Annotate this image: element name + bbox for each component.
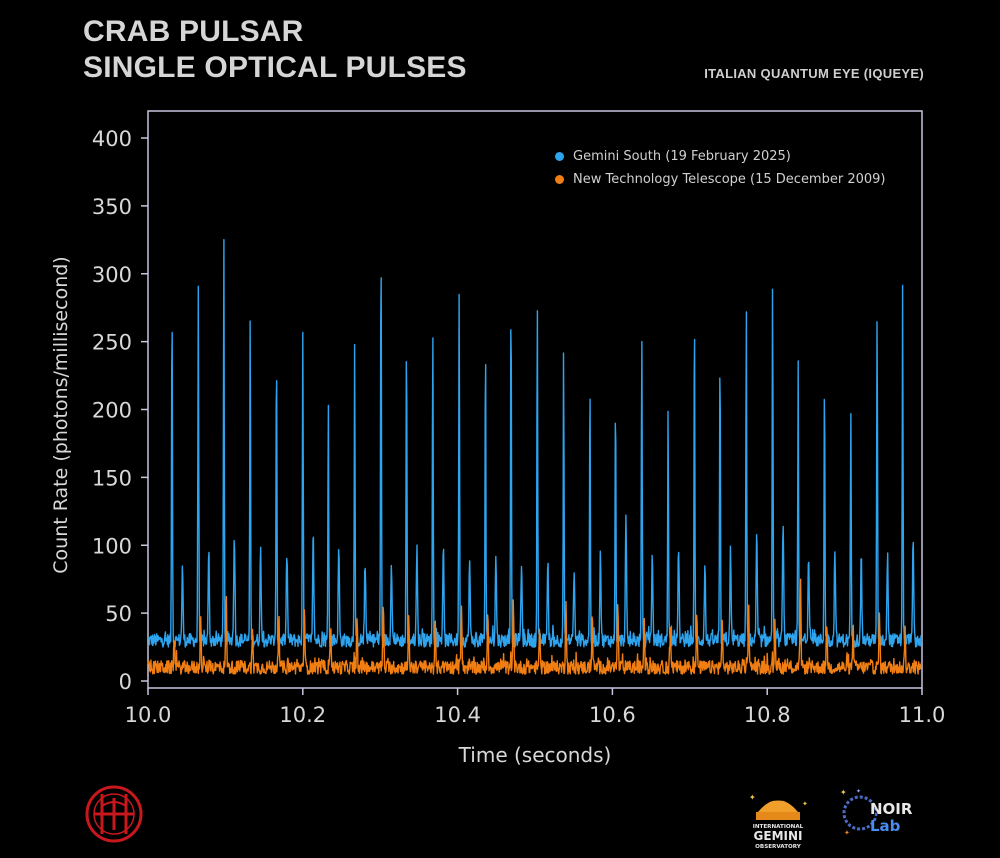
legend-marker-ntt — [555, 175, 564, 184]
iqueye-logo-icon — [85, 785, 143, 843]
y-tick-label: 150 — [92, 466, 132, 490]
x-tick-label: 10.0 — [125, 703, 172, 727]
chart-subtitle: ITALIAN QUANTUM EYE (IQUEYE) — [704, 66, 924, 81]
gemini-logo-line-1: INTERNATIONAL — [753, 824, 804, 830]
legend-marker-gemini — [555, 152, 564, 161]
y-tick-label: 250 — [92, 331, 132, 355]
svg-text:✦: ✦ — [844, 829, 850, 837]
x-tick-label: 10.2 — [279, 703, 326, 727]
legend-item-gemini: Gemini South (19 February 2025) — [555, 145, 885, 168]
gemini-logo-line-3: OBSERVATORY — [755, 844, 802, 850]
gemini-logo-line-2: GEMINI — [754, 829, 803, 843]
y-tick-label: 200 — [92, 399, 132, 423]
x-axis-label: Time (seconds) — [458, 743, 612, 767]
legend-label-ntt: New Technology Telescope (15 December 20… — [573, 172, 886, 187]
noirlab-logo-line-2: Lab — [870, 817, 901, 835]
x-tick-label: 10.4 — [434, 703, 481, 727]
noirlab-logo-icon: ✦ ✦ ✦ NOIR Lab — [840, 788, 913, 837]
noirlab-logo-line-1: NOIR — [870, 800, 913, 818]
series-line-gemini-south — [147, 239, 923, 648]
y-tick-label: 0 — [119, 670, 132, 694]
x-tick-label: 11.0 — [899, 703, 946, 727]
svg-text:✦: ✦ — [749, 793, 756, 802]
legend-label-gemini: Gemini South (19 February 2025) — [573, 149, 791, 164]
title-line-2: SINGLE OPTICAL PULSES — [83, 51, 467, 84]
x-tick-label: 10.8 — [744, 703, 791, 727]
y-tick-label: 400 — [92, 127, 132, 151]
x-tick-label: 10.6 — [589, 703, 636, 727]
series-layer — [147, 239, 923, 675]
svg-text:✦: ✦ — [840, 788, 847, 797]
series-line-ntt — [147, 578, 923, 675]
svg-text:✦: ✦ — [856, 788, 861, 795]
y-tick-label: 100 — [92, 534, 132, 558]
chart-legend: Gemini South (19 February 2025) New Tech… — [555, 145, 885, 191]
gemini-logo-icon: ✦ ✦ INTERNATIONAL GEMINI OBSERVATORY — [749, 793, 808, 850]
y-tick-label: 300 — [92, 263, 132, 287]
plot-frame — [147, 110, 923, 689]
y-tick-label: 350 — [92, 195, 132, 219]
axis-layer: 0 50 100 150 200 250 300 350 400 10.0 10.2 10.4 10.6… — [92, 127, 945, 727]
y-tick-label: 50 — [105, 602, 132, 626]
title-line-1: CRAB PULSAR — [83, 15, 304, 48]
chart-title: CRAB PULSAR SINGLE OPTICAL PULSES — [83, 14, 467, 86]
y-axis-label: Count Rate (photons/millisecond) — [50, 256, 72, 573]
legend-item-ntt: New Technology Telescope (15 December 20… — [555, 168, 885, 191]
svg-text:✦: ✦ — [802, 800, 808, 808]
